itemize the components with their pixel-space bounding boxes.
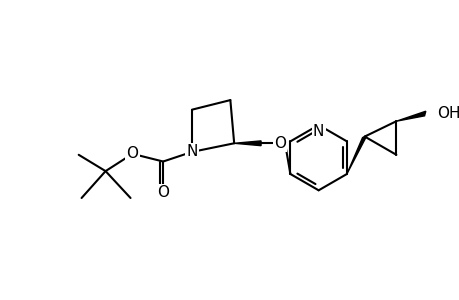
Polygon shape	[234, 141, 261, 146]
Text: O: O	[157, 185, 169, 200]
Polygon shape	[346, 136, 366, 174]
Text: O: O	[274, 136, 285, 151]
Text: O: O	[126, 146, 138, 161]
Text: N: N	[186, 144, 197, 159]
Text: N: N	[312, 124, 324, 139]
Text: OH: OH	[436, 106, 459, 121]
Polygon shape	[396, 111, 425, 121]
